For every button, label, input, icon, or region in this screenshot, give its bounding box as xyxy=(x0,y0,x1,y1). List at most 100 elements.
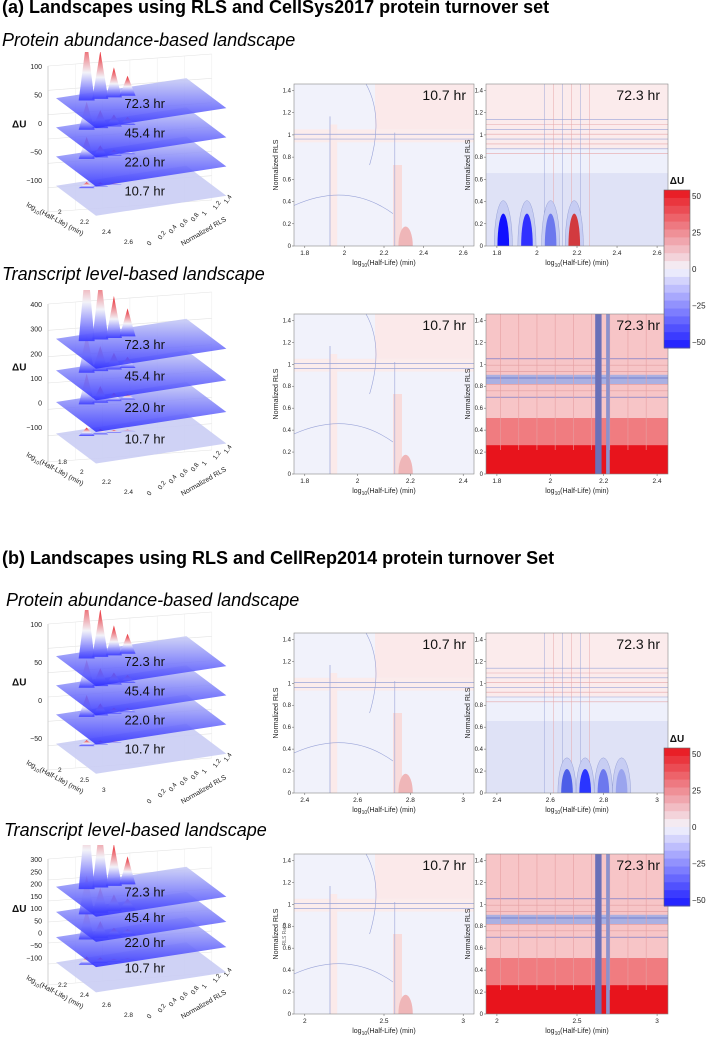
contour-peak xyxy=(579,769,592,793)
contour-line xyxy=(294,963,394,983)
y-tick-label: 0.6 xyxy=(283,177,292,183)
contour-band xyxy=(393,713,402,793)
colorbar-step xyxy=(664,834,690,844)
y-tick-label: 0.2 xyxy=(283,450,292,456)
contour-b-protein-10-7: 2.4 2.6 2.8 3 0 0.2 0.4 0.6 0.8 1 1.2 1.4 log10(Half… xyxy=(273,632,475,815)
section-b-row2-subtitle: Transcript level-based landscape xyxy=(4,820,267,840)
colorbar-tick-label: 50 xyxy=(692,750,701,759)
x-tick-label: 2 xyxy=(58,767,62,774)
x-tick-label: 1.8 xyxy=(58,459,67,466)
colorbar-b: ΔU 50 25 0 −25 −50 xyxy=(663,734,706,907)
x-tick-label: 2.4 xyxy=(613,250,622,257)
y-axis-secondary-label: RLS Ratio xyxy=(282,922,288,945)
colorbar-step xyxy=(664,292,690,302)
colorbar-tick-label: 50 xyxy=(692,192,701,201)
contour-band xyxy=(595,854,602,1014)
colorbar-step xyxy=(664,890,690,899)
surface-peak xyxy=(92,428,109,435)
x-tick-label: 1.8 xyxy=(300,250,309,257)
surface-peak xyxy=(78,427,95,436)
colorbar-tick-label: −50 xyxy=(692,896,706,905)
z-axis-label: ΔU xyxy=(12,119,26,130)
colorbar-tick-label: −50 xyxy=(692,338,706,347)
y-tick-label: 0.8 xyxy=(475,155,484,161)
y-tick-label: 1.2 xyxy=(212,199,223,211)
y-tick-label: 0.2 xyxy=(283,222,292,228)
z-tick-label: 50 xyxy=(34,918,42,925)
z-tick-label: 100 xyxy=(30,64,42,71)
section-b-title: (b) Landscapes using RLS and CellRep2014… xyxy=(2,548,555,568)
layer-label: 45.4 hr xyxy=(124,910,165,925)
colorbar-frame xyxy=(663,189,691,349)
contour-line xyxy=(365,854,377,935)
y-tick-label: 1.2 xyxy=(283,111,292,117)
y-tick-label: 0.8 xyxy=(283,155,292,161)
contour-b-protein-72-3: 2.4 2.6 2.8 3 0 0.2 0.4 0.6 0.8 1 1.2 1.4 log10(Half… xyxy=(465,632,669,815)
y-tick-label: 0.4 xyxy=(168,223,179,235)
y-tick-label: 0.6 xyxy=(179,990,190,1002)
x-tick-label: 2 xyxy=(495,1018,499,1025)
contour-frame xyxy=(293,313,475,475)
colorbar-tick-label: 0 xyxy=(692,265,697,274)
colorbar-step xyxy=(664,779,690,788)
contour-band xyxy=(606,854,610,1014)
contour-band xyxy=(486,374,668,385)
y-tick-label: 0.4 xyxy=(168,473,179,485)
x-tick-label: 2 xyxy=(343,250,347,257)
x-tick-label: 3 xyxy=(655,1018,659,1025)
z-tick-label: 100 xyxy=(30,622,42,629)
x-tick-label: 3 xyxy=(461,1018,465,1025)
contour-frame xyxy=(485,632,669,794)
contour-band xyxy=(486,84,668,149)
y-tick-label: 1.4 xyxy=(283,318,292,324)
y-tick-label: 1 xyxy=(480,362,484,368)
surface-peak xyxy=(105,429,122,433)
x-axis-label: log10(Half-Life) (min) xyxy=(545,260,609,268)
z-tick-label: −50 xyxy=(30,943,42,950)
surface-plot-a-protein: 100 50 0 −50 −100 ΔU 72.3 hr 45.4 hr 22.0 hr 10.7… xyxy=(12,52,234,248)
x-tick-label: 2.2 xyxy=(80,219,89,226)
surface-layer xyxy=(56,942,227,993)
surface-layer xyxy=(56,78,227,129)
x-tick-label: 2.6 xyxy=(102,1002,111,1009)
colorbar-step xyxy=(664,858,690,867)
colorbar-step xyxy=(664,324,690,333)
colorbar-step xyxy=(664,898,690,907)
colorbar-step xyxy=(664,213,690,223)
contour-a-transcript-10-7: 1.8 2 2.2 2.4 0 0.2 0.4 0.6 0.8 1 1.2 1.4 log10(Half… xyxy=(273,313,475,496)
surface-layer xyxy=(56,350,227,401)
x-tick-label: 2.4 xyxy=(124,489,133,496)
y-tick-label: 0.8 xyxy=(283,384,292,390)
y-tick-label: 0.2 xyxy=(283,990,292,996)
x-tick-label: 2.6 xyxy=(459,250,468,257)
colorbar-step xyxy=(664,803,690,812)
y-axis-label: Normalized RLS xyxy=(273,687,280,738)
y-tick-label: 0.2 xyxy=(157,229,168,241)
contour-band xyxy=(595,314,602,474)
contour-frame xyxy=(485,313,669,475)
colorbar-step xyxy=(664,300,690,309)
surface-peak xyxy=(78,290,95,342)
contour-band xyxy=(393,394,402,474)
y-tick-label: 0 xyxy=(288,791,292,797)
y-tick-label: 1 xyxy=(480,133,484,139)
y-axis-label: Normalized RLS xyxy=(465,368,472,419)
y-tick-label: 0 xyxy=(146,240,154,247)
z-tick-label: 250 xyxy=(30,869,42,876)
colorbar-step xyxy=(664,842,690,852)
contour-line xyxy=(294,742,394,762)
z-tick-label: −100 xyxy=(26,955,42,962)
colorbar-title: ΔU xyxy=(670,734,684,745)
surface-layer xyxy=(56,665,227,716)
z-tick-label: 300 xyxy=(30,327,42,334)
colorbar-step xyxy=(664,261,690,270)
y-tick-label: 0.6 xyxy=(475,177,484,183)
contour-line xyxy=(365,84,377,166)
layer-label: 10.7 hr xyxy=(124,184,165,199)
contour-a-protein-10-7: 1.8 2 2.2 2.4 2.6 0 0.2 0.4 0.6 0.8 1 1.2 1.4 log10(H… xyxy=(273,83,475,268)
colorbar-step xyxy=(664,237,690,246)
surface-layer xyxy=(56,381,227,432)
section-a-row2-subtitle: Transcript level-based landscape xyxy=(2,264,265,284)
surface-peak xyxy=(119,393,136,400)
colorbar-step xyxy=(664,866,690,875)
